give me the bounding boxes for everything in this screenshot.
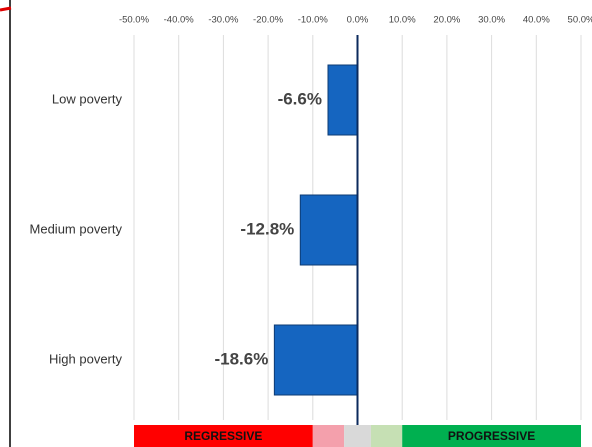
value-label: -6.6% [278, 89, 322, 108]
band [344, 425, 371, 447]
corner-mark [0, 6, 12, 12]
x-tick-label: -10.0% [298, 15, 329, 26]
bar [299, 194, 358, 266]
band-label: REGRESSIVE [184, 429, 262, 443]
x-tick-label: -50.0% [119, 15, 150, 26]
category-label: Medium poverty [30, 221, 123, 236]
x-tick-label: -20.0% [253, 15, 284, 26]
band [402, 425, 581, 447]
band [370, 425, 403, 447]
value-label: -12.8% [240, 219, 294, 238]
band [312, 425, 345, 447]
band-label: PROGRESSIVE [448, 429, 535, 443]
x-tick-label: -30.0% [208, 15, 239, 26]
x-tick-label: 0.0% [347, 15, 369, 26]
value-label: -18.6% [214, 349, 268, 368]
bar [273, 324, 358, 396]
x-tick-label: 40.0% [523, 15, 550, 26]
x-tick-label: 50.0% [568, 15, 592, 26]
category-label: Low poverty [52, 91, 123, 106]
x-tick-label: -40.0% [164, 15, 195, 26]
bar [327, 64, 358, 136]
x-tick-label: 30.0% [478, 15, 505, 26]
band [134, 425, 313, 447]
category-label: High poverty [49, 351, 122, 366]
x-tick-label: 10.0% [389, 15, 416, 26]
x-tick-label: 20.0% [433, 15, 460, 26]
